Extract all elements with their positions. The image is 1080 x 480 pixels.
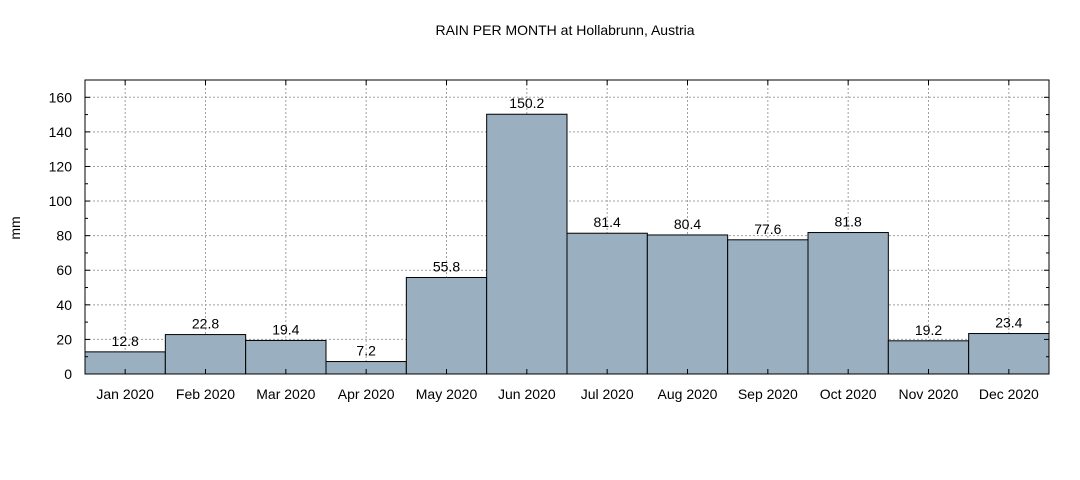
- x-tick-label: Mar 2020: [256, 386, 315, 402]
- y-tick-label: 80: [56, 228, 72, 244]
- x-tick-label: Oct 2020: [820, 386, 877, 402]
- data-label: 81.4: [594, 214, 621, 230]
- x-tick-label: Jul 2020: [581, 386, 634, 402]
- x-axis-ticks: Jan 2020 Feb 2020 Mar 2020 Apr 2020 May 2020…: [96, 80, 1039, 402]
- plot-frame: [84, 79, 1050, 375]
- y-tick-label: 40: [56, 297, 72, 313]
- bar-oct-2020: [807, 232, 889, 375]
- data-labels: 12.8 22.8 19.4 7.2 55.8 150.2 81.4 80.4 77.6 81.8…: [112, 95, 1023, 358]
- data-label: 12.8: [112, 333, 139, 349]
- y-axis-label: mm: [7, 216, 23, 239]
- chart-title: RAIN PER MONTH at Hollabrunn, Austria: [435, 22, 694, 38]
- y-tick-label: 0: [64, 366, 72, 382]
- data-label: 55.8: [433, 258, 460, 274]
- x-tick-label: Apr 2020: [338, 386, 395, 402]
- data-label: 77.6: [754, 221, 781, 237]
- data-label: 7.2: [356, 343, 376, 359]
- x-tick-label: Nov 2020: [899, 386, 959, 402]
- x-tick-label: Dec 2020: [979, 386, 1039, 402]
- data-label: 81.8: [835, 214, 862, 230]
- bars: [84, 113, 1050, 375]
- bar-jul-2020: [566, 232, 648, 375]
- bar-feb-2020: [164, 334, 247, 375]
- y-tick-label: 20: [56, 331, 72, 347]
- bar-may-2020: [405, 276, 488, 375]
- bar-dec-2020: [968, 333, 1050, 375]
- data-label: 19.4: [272, 321, 299, 337]
- bar-mar-2020: [245, 339, 327, 375]
- y-tick-label: 160: [49, 89, 73, 105]
- x-tick-label: May 2020: [416, 386, 478, 402]
- y-tick-label: 100: [49, 193, 73, 209]
- y-axis-ticks: 0 20 40 60 80 100 120 140 160: [49, 89, 1049, 382]
- bar-aug-2020: [646, 234, 729, 375]
- y-tick-label: 140: [49, 124, 73, 140]
- bar-jun-2020: [486, 113, 568, 375]
- x-tick-label: Jan 2020: [96, 386, 154, 402]
- x-tick-label: Aug 2020: [658, 386, 718, 402]
- bar-sep-2020: [727, 239, 809, 375]
- x-tick-label: Sep 2020: [738, 386, 798, 402]
- data-label: 80.4: [674, 216, 701, 232]
- data-label: 150.2: [509, 95, 544, 111]
- data-label: 23.4: [995, 315, 1022, 331]
- y-tick-label: 60: [56, 262, 72, 278]
- x-tick-label: Jun 2020: [498, 386, 556, 402]
- x-tick-label: Feb 2020: [176, 386, 235, 402]
- y-tick-label: 120: [49, 158, 73, 174]
- data-label: 22.8: [192, 316, 219, 332]
- data-label: 19.2: [915, 322, 942, 338]
